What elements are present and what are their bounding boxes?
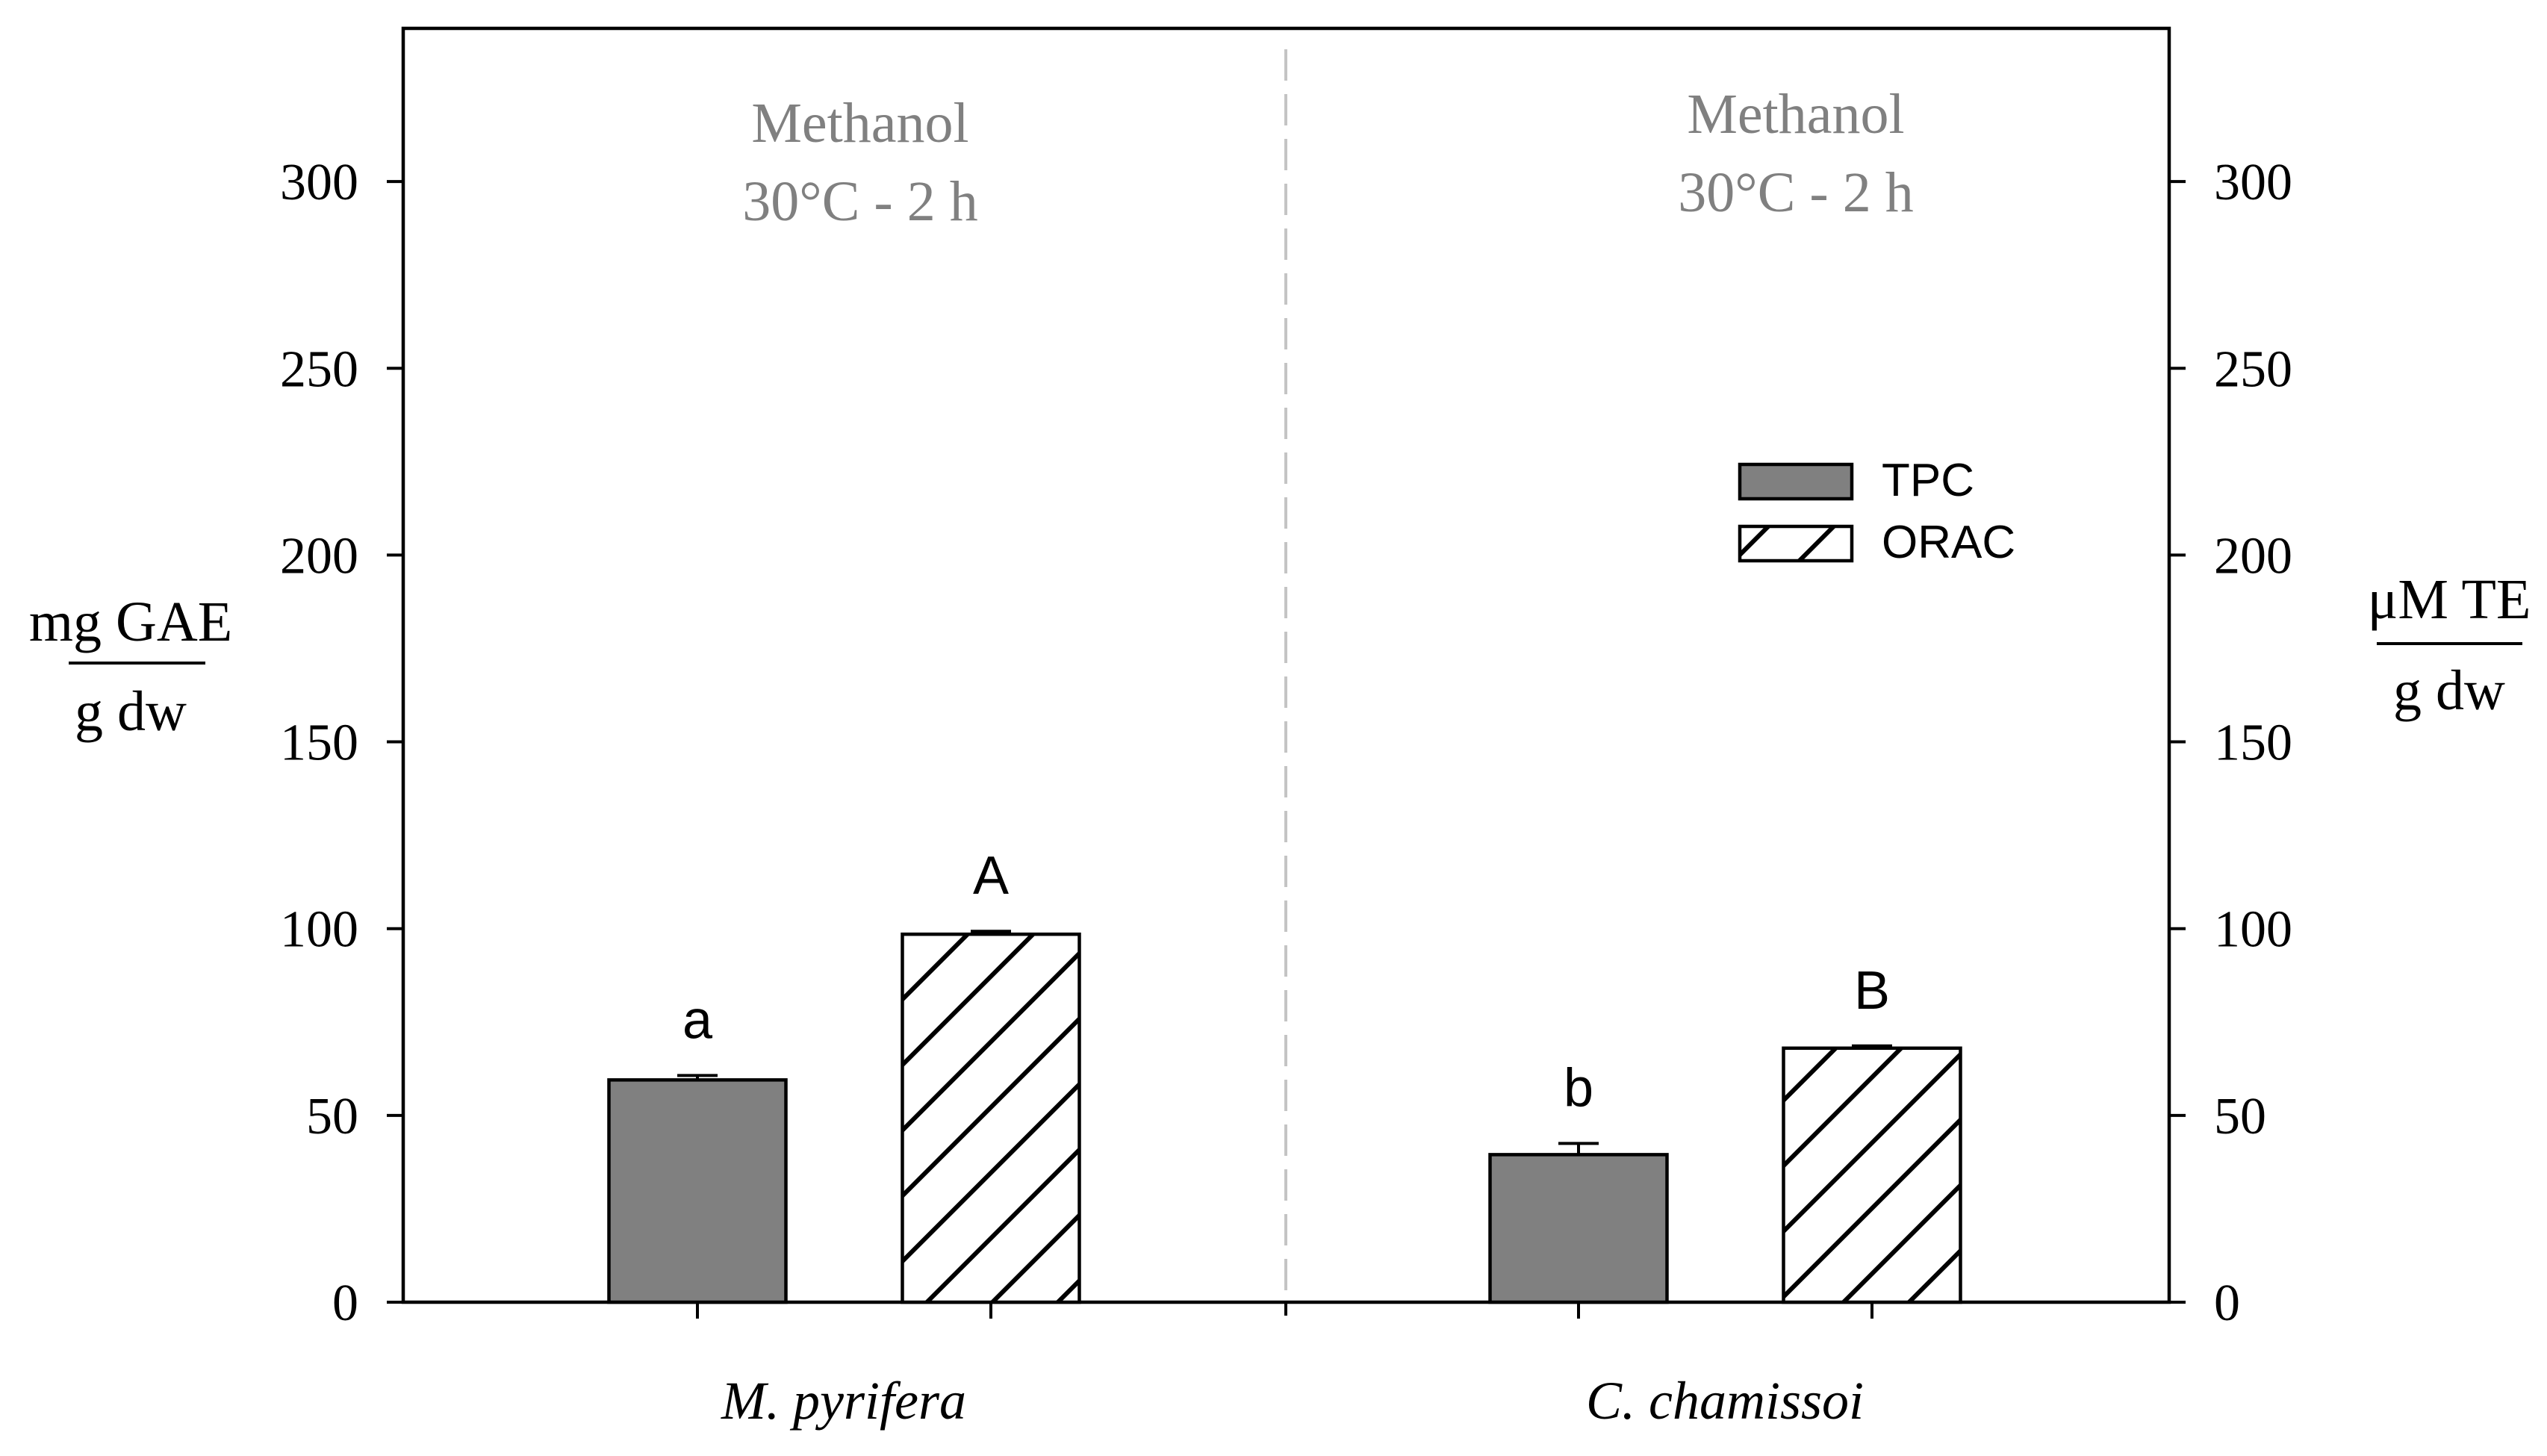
legend-label-tpc: TPC [1882,455,1974,506]
legend: TPC ORAC [1738,455,2015,568]
bar-orac [1782,1046,1962,1304]
bars [607,930,1962,1319]
y2-tick-label: 50 [2214,1088,2266,1145]
significance-letter-lower: a [682,990,713,1050]
y-tick-label: 0 [332,1275,358,1332]
panel-condition-solvent: Methanol [1687,83,1904,146]
significance-letter-lower: b [1564,1058,1593,1118]
significance-letter-upper: A [973,846,1009,906]
y-tick-label: 250 [280,340,358,398]
panel-condition-temp-time: 30°C - 2 h [1678,161,1913,224]
axes [401,26,2171,1316]
y2-tick-label: 100 [2214,901,2292,959]
significance-letter-upper: B [1854,961,1890,1021]
bar-orac [901,932,1081,1304]
legend-swatch-tpc [1738,462,1854,501]
chart-text: a A M. pyrifera b B C. chamissoi Methanol 30°C … [29,83,2531,1431]
y2-tick-label: 150 [2214,715,2292,772]
y2-tick-label: 200 [2214,527,2292,585]
bar-tpc [1488,1153,1669,1304]
legend-label-orac: ORAC [1882,517,2015,568]
panel-condition-solvent: Methanol [751,92,968,155]
bar-tpc [607,1078,788,1304]
panel-condition-temp-time: 30°C - 2 h [742,170,977,233]
x-category-label: M. pyrifera [721,1371,966,1431]
y2-tick-label: 0 [2214,1275,2240,1332]
y-tick-label: 200 [280,527,358,585]
legend-swatch-orac [1738,524,1854,563]
x-category-label: C. chamissoi [1586,1371,1864,1431]
y-axis-ticks: 0 50 100 150 200 250 300 0 50 100 150 200 250 300 [280,154,2292,1332]
y-tick-label: 150 [280,715,358,772]
y-tick-label: 50 [306,1088,358,1145]
y-tick-label: 100 [280,901,358,959]
y-tick-label: 300 [280,154,358,211]
y2-axis-label-numerator: μM TE [2368,568,2531,631]
y2-tick-label: 250 [2214,340,2292,398]
y2-axis-label-denominator: g dw [2393,659,2505,722]
y2-tick-label: 300 [2214,154,2292,211]
y-axis-label-numerator: mg GAE [29,591,232,653]
y-axis-label-denominator: g dw [75,680,187,743]
